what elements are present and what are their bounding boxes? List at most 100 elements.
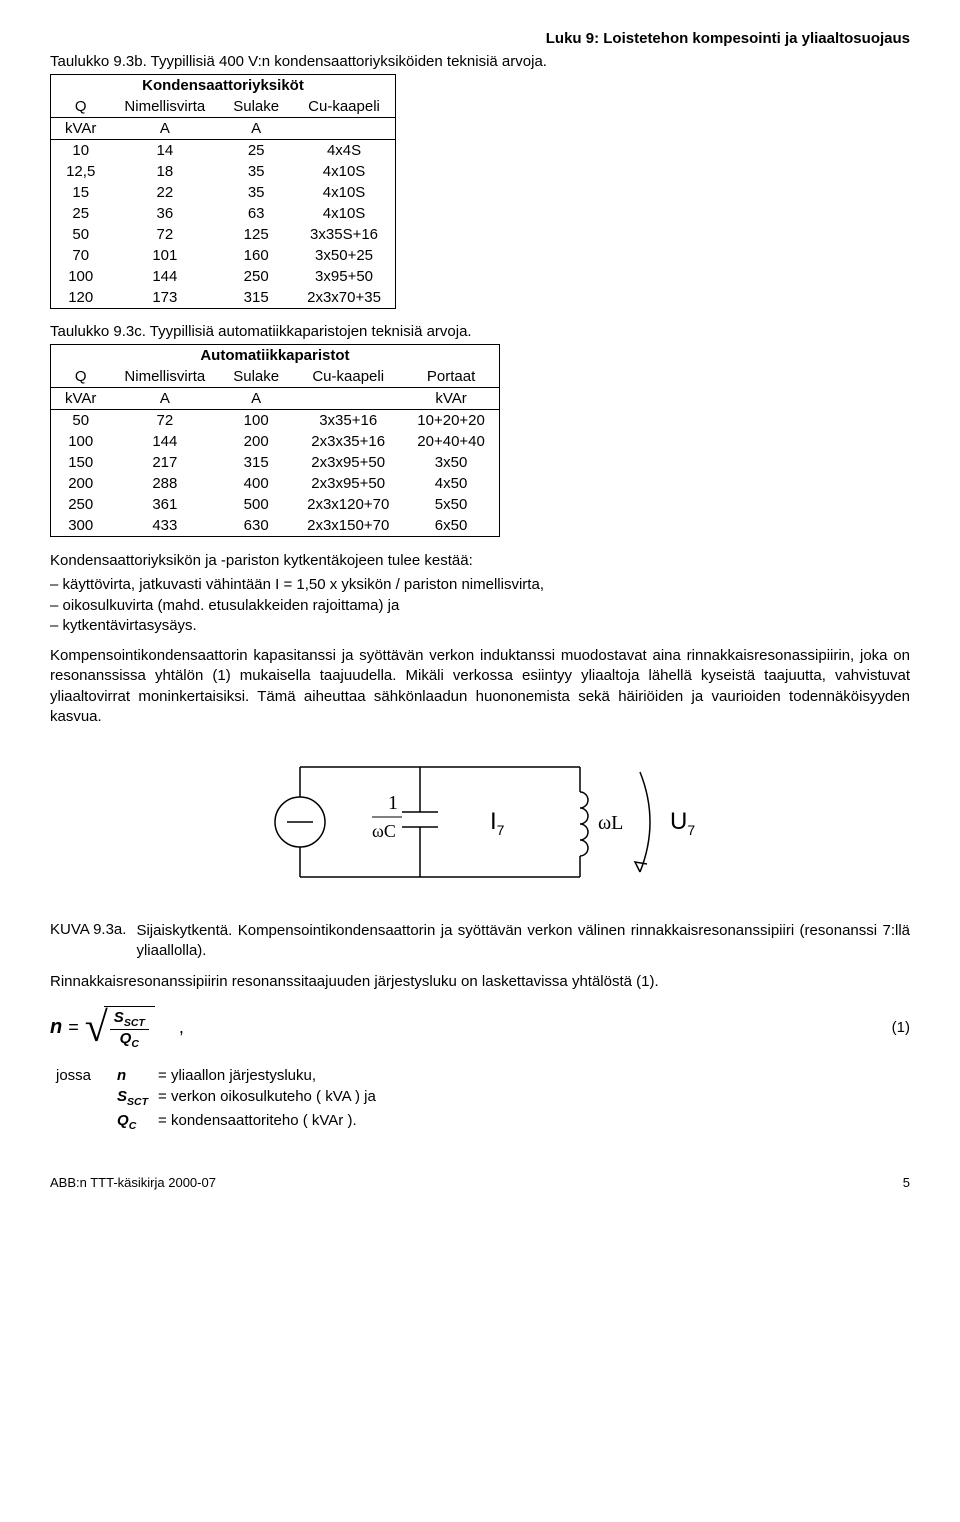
table-cell: 63 — [219, 203, 293, 224]
table-cell: 3x50+25 — [293, 245, 395, 266]
jossa-symbol: n — [113, 1066, 152, 1085]
column-unit: A — [219, 118, 293, 140]
table-cell: 36 — [110, 203, 219, 224]
table-row: 1014254x4S — [51, 140, 396, 162]
table-cell: 10+20+20 — [403, 410, 499, 432]
where-list: jossan= yliaallon järjestysluku,SSCT= ve… — [50, 1064, 382, 1135]
jossa-label — [52, 1111, 111, 1133]
table-cell: 101 — [110, 245, 219, 266]
figure-caption: KUVA 9.3a. Sijaiskytkentä. Kompensointik… — [50, 921, 910, 962]
eq-equals: = — [68, 1017, 79, 1038]
footer-page: 5 — [903, 1175, 910, 1190]
jossa-label — [52, 1087, 111, 1109]
eq-comma: , — [179, 1017, 184, 1038]
svg-text:1: 1 — [388, 792, 398, 814]
table-cell: 50 — [51, 410, 111, 432]
table-cell: 217 — [110, 452, 219, 473]
column-unit: kVAr — [403, 388, 499, 410]
column-header: Nimellisvirta — [110, 96, 219, 118]
jossa-symbol: SSCT — [113, 1087, 152, 1109]
table-row: 1001442002x3x35+1620+40+40 — [51, 431, 500, 452]
table-cell: 2x3x120+70 — [293, 494, 403, 515]
table-cell: 300 — [51, 515, 111, 537]
table-cell: 144 — [110, 266, 219, 287]
para-kytkentakoje: Kondensaattoriyksikön ja -pariston kytke… — [50, 551, 910, 571]
chapter-header: Luku 9: Loistetehon kompesointi ja yliaa… — [50, 30, 910, 47]
table-cell: 35 — [219, 182, 293, 203]
table-row: 50721003x35+1610+20+20 — [51, 410, 500, 432]
column-header: Cu-kaapeli — [293, 96, 395, 118]
table-row: 12,518354x10S — [51, 161, 396, 182]
table-cell: 250 — [51, 494, 111, 515]
table-cell: 12,5 — [51, 161, 111, 182]
table-cell: 72 — [110, 410, 219, 432]
jossa-def: = yliaallon järjestysluku, — [154, 1066, 380, 1085]
table-cell: 2x3x35+16 — [293, 431, 403, 452]
table-cell: 630 — [219, 515, 293, 537]
table-cell: 4x10S — [293, 182, 395, 203]
table-cell: 361 — [110, 494, 219, 515]
column-header: Portaat — [403, 366, 499, 388]
table-cell: 25 — [51, 203, 111, 224]
table-cell: 433 — [110, 515, 219, 537]
table-cell: 4x10S — [293, 203, 395, 224]
column-unit: kVAr — [51, 118, 111, 140]
table-cell: 4x50 — [403, 473, 499, 494]
table-row: 2536634x10S — [51, 203, 396, 224]
table-row: 2503615002x3x120+705x50 — [51, 494, 500, 515]
table-cell: 15 — [51, 182, 111, 203]
table2-caption: Taulukko 9.3c. Tyypillisiä automatiikkap… — [50, 323, 910, 340]
column-unit: A — [110, 118, 219, 140]
figure-text: Kompensointikondensaattorin ja syöttävän… — [136, 922, 910, 959]
table-cell: 20+40+40 — [403, 431, 499, 452]
table1-title: Kondensaattoriyksiköt — [51, 75, 396, 97]
table-cell: 3x50 — [403, 452, 499, 473]
table-cell: 10 — [51, 140, 111, 162]
column-unit: kVAr — [51, 388, 111, 410]
column-unit: A — [110, 388, 219, 410]
table-cell: 2x3x95+50 — [293, 473, 403, 494]
figure-title-word: Sijaiskytkentä. — [136, 922, 232, 939]
table-row: 1201733152x3x70+35 — [51, 287, 396, 309]
table-automatiikkaparistot: Automatiikkaparistot QNimellisvirtaSulak… — [50, 344, 500, 537]
jossa-label: jossa — [52, 1066, 111, 1085]
footer-left: ABB:n TTT-käsikirja 2000-07 — [50, 1175, 216, 1190]
table-cell: 22 — [110, 182, 219, 203]
svg-text:I7: I7 — [490, 808, 505, 838]
column-header: Q — [51, 96, 111, 118]
eq-lhs: n — [50, 1016, 62, 1039]
table-cell: 500 — [219, 494, 293, 515]
table-cell: 250 — [219, 266, 293, 287]
svg-text:U7: U7 — [670, 808, 695, 838]
table-cell: 2x3x70+35 — [293, 287, 395, 309]
table-cell: 3x35+16 — [293, 410, 403, 432]
table-row: 50721253x35S+16 — [51, 224, 396, 245]
table1-caption: Taulukko 9.3b. Tyypillisiä 400 V:n konde… — [50, 53, 910, 70]
jossa-def: = kondensaattoriteho ( kVAr ). — [154, 1111, 380, 1133]
column-header: Sulake — [219, 96, 293, 118]
table-row: 1522354x10S — [51, 182, 396, 203]
table-row: 3004336302x3x150+706x50 — [51, 515, 500, 537]
table-cell: 3x95+50 — [293, 266, 395, 287]
eq-number: (1) — [892, 1019, 910, 1036]
table-cell: 150 — [51, 452, 111, 473]
para-jarjestysluku: Rinnakkaisresonanssipiirin resonanssitaa… — [50, 972, 910, 992]
list-item: oikosulkuvirta (mahd. etusulakkeiden raj… — [50, 596, 910, 616]
table-cell: 400 — [219, 473, 293, 494]
table-cell: 3x35S+16 — [293, 224, 395, 245]
table-kondensaattoriyksikot: Kondensaattoriyksiköt QNimellisvirtaSula… — [50, 74, 396, 309]
circuit-diagram: 1 ωC I7 ωL U7 — [50, 747, 910, 901]
table-cell: 120 — [51, 287, 111, 309]
table-cell: 315 — [219, 287, 293, 309]
table-cell: 315 — [219, 452, 293, 473]
table-cell: 14 — [110, 140, 219, 162]
table-cell: 2x3x150+70 — [293, 515, 403, 537]
table-row: 1502173152x3x95+503x50 — [51, 452, 500, 473]
column-header: Q — [51, 366, 111, 388]
jossa-symbol: QC — [113, 1111, 152, 1133]
table-cell: 50 — [51, 224, 111, 245]
list-item: kytkentävirtasysäys. — [50, 616, 910, 636]
table-cell: 144 — [110, 431, 219, 452]
figure-number: KUVA 9.3a. — [50, 921, 126, 938]
table-cell: 2x3x95+50 — [293, 452, 403, 473]
